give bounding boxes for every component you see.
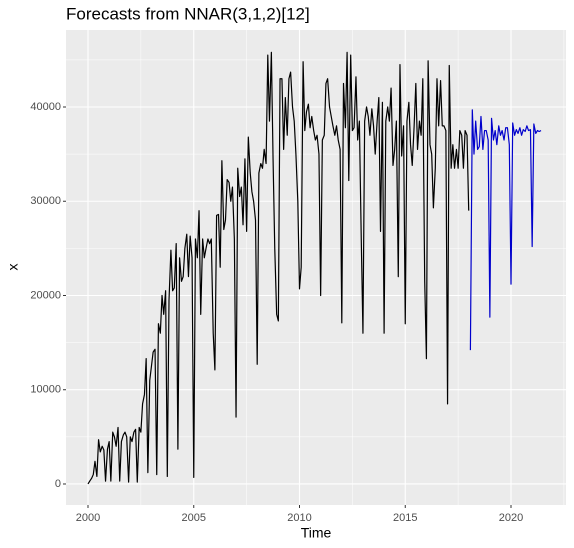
y-tick-label: 20000 xyxy=(30,289,61,301)
x-tick-label: 2000 xyxy=(76,512,100,524)
series-line xyxy=(469,109,542,351)
y-tick-label: 10000 xyxy=(30,384,61,396)
x-tick-label: 2020 xyxy=(499,512,523,524)
x-axis-title: Time xyxy=(301,525,332,541)
x-tick-label: 2005 xyxy=(182,512,206,524)
y-tick-label: 40000 xyxy=(30,101,61,113)
x-tick-label: 2010 xyxy=(287,512,311,524)
y-axis-title: x xyxy=(5,264,21,271)
series-line xyxy=(87,51,470,485)
chart-title: Forecasts from NNAR(3,1,2)[12] xyxy=(66,4,310,23)
x-tick-label: 2015 xyxy=(393,512,417,524)
y-tick-label: 0 xyxy=(55,478,61,490)
y-tick-label: 30000 xyxy=(30,195,61,207)
